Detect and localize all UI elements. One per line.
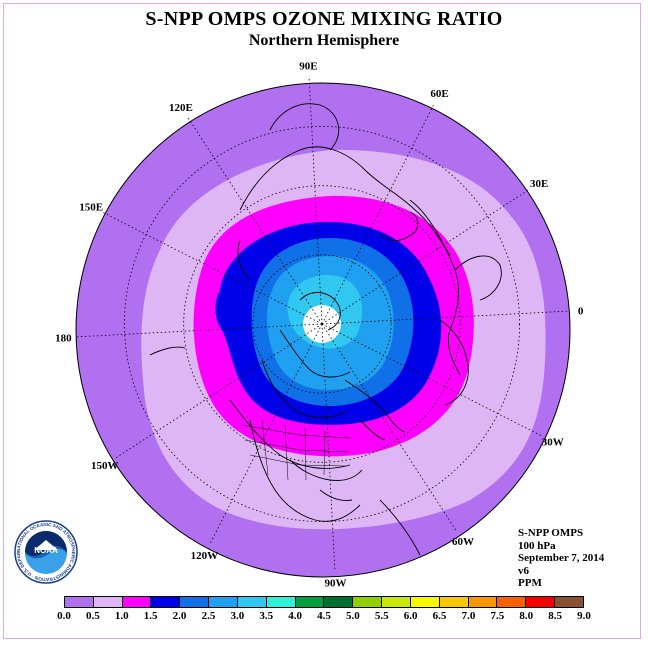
units-label: PPM — [518, 577, 542, 589]
pressure-level-label: 100 hPa — [518, 539, 556, 552]
meridian-line — [321, 189, 530, 325]
map-title: S-NPP OMPS OZONE MIXING RATIO — [145, 8, 503, 30]
colorbar-tick-label: 2.5 — [201, 610, 216, 622]
longitude-label: 30E — [530, 178, 548, 190]
colorbar-tick-label: 9.0 — [577, 610, 591, 622]
colorbar-segment — [65, 597, 94, 607]
ozone-field — [76, 83, 570, 577]
colorbar-tick-label: 8.5 — [548, 610, 562, 622]
longitude-label: 0 — [578, 305, 584, 317]
longitude-label: 150E — [79, 201, 103, 213]
colorbar-segment — [526, 597, 556, 607]
longitude-label: 30W — [542, 437, 564, 449]
longitude-label: 180 — [55, 333, 72, 345]
latitude-circle — [252, 254, 392, 394]
figure-frame — [3, 3, 641, 639]
colorbar-segment — [410, 597, 440, 607]
colorbar-tick-label: 4.5 — [317, 610, 331, 622]
longitude-label: 120W — [191, 550, 219, 562]
colorbar-tick-label: 6.5 — [432, 610, 447, 622]
meridian-line — [321, 323, 543, 437]
latitude-circle — [123, 125, 521, 523]
colorbar-tick-label: 3.5 — [259, 610, 274, 622]
colorbar-tick-label: 5.5 — [374, 610, 389, 622]
meridian-line — [114, 323, 323, 459]
colorbar-tick-label: 0.0 — [57, 610, 71, 622]
colorbar-segment — [497, 597, 527, 607]
map-info-block: S-NPP OMPS 100 hPa September 7, 2014 v6 … — [518, 527, 604, 590]
colorbar — [64, 596, 584, 608]
colorbar-tick-label: 6.0 — [403, 610, 418, 622]
coastlines — [149, 103, 502, 556]
longitude-label: 90W — [325, 578, 347, 590]
colorbar-segment — [151, 597, 181, 607]
latitude-circle — [183, 185, 461, 463]
colorbar-segment — [353, 597, 383, 607]
colorbar-segment — [555, 597, 583, 607]
noaa-logo: NATIONAL OCEANIC AND ATMOSPHERIC ADMINIS… — [14, 520, 78, 584]
colorbar-segment — [295, 597, 325, 607]
colorbar-segment — [382, 597, 411, 607]
longitude-label: 90E — [299, 60, 317, 72]
longitude-label: 120E — [169, 102, 193, 114]
meridian-line — [321, 323, 457, 532]
colorbar-segment — [237, 597, 267, 607]
graticule — [75, 77, 569, 571]
colorbar-tick-label: 1.5 — [143, 610, 158, 622]
colorbar-tick-label: 0.5 — [86, 610, 100, 622]
meridian-line — [308, 77, 323, 325]
colorbar-segment — [468, 597, 498, 607]
colorbar-segment — [122, 597, 152, 607]
colorbar-segment — [93, 597, 123, 607]
colorbar-segment — [324, 597, 354, 607]
colorbar-segment — [180, 597, 210, 607]
map-subtitle: Northern Hemisphere — [248, 32, 400, 49]
meridian-line — [321, 323, 336, 571]
map-boundary — [75, 82, 571, 578]
political-boundaries — [241, 419, 351, 481]
colorbar-tick-label: 2.0 — [172, 610, 187, 622]
colorbar-tick-label: 3.0 — [230, 610, 245, 622]
meridian-line — [101, 211, 323, 325]
colorbar-tick-label: 8.0 — [519, 610, 534, 622]
colorbar-tick-label: 4.0 — [288, 610, 302, 622]
colorbar-tick-label: 7.5 — [490, 610, 505, 622]
date-label: September 7, 2014 — [518, 552, 605, 564]
colorbar-tick-label: 7.0 — [461, 610, 476, 622]
colorbar-ticks: 0.0 0.5 1.0 1.5 2.0 2.5 3.0 3.5 4.0 4.5 5.0 5.5 6.0 6… — [57, 610, 591, 624]
meridian-line — [75, 323, 323, 338]
version-label: v6 — [518, 564, 529, 577]
instrument-label: S-NPP OMPS — [518, 527, 584, 539]
colorbar-tick-label: 5.0 — [346, 610, 360, 622]
meridian-line — [187, 116, 323, 325]
colorbar-segment — [266, 597, 296, 607]
longitude-label: 150W — [91, 460, 119, 472]
meridian-line — [321, 310, 569, 325]
longitude-label: 60E — [430, 88, 448, 100]
colorbar-segment — [209, 597, 238, 607]
longitude-label: 60W — [452, 536, 474, 548]
colorbar-segment — [439, 597, 469, 607]
longitude-labels: 90E 60E 30E 0 30W 60W 90W 120W 150W 180 150E 120E — [55, 60, 584, 589]
meridian-line — [209, 323, 323, 545]
meridian-line — [321, 103, 435, 325]
svg-text:NOAA: NOAA — [34, 546, 58, 555]
colorbar-tick-label: 1.0 — [114, 610, 129, 622]
